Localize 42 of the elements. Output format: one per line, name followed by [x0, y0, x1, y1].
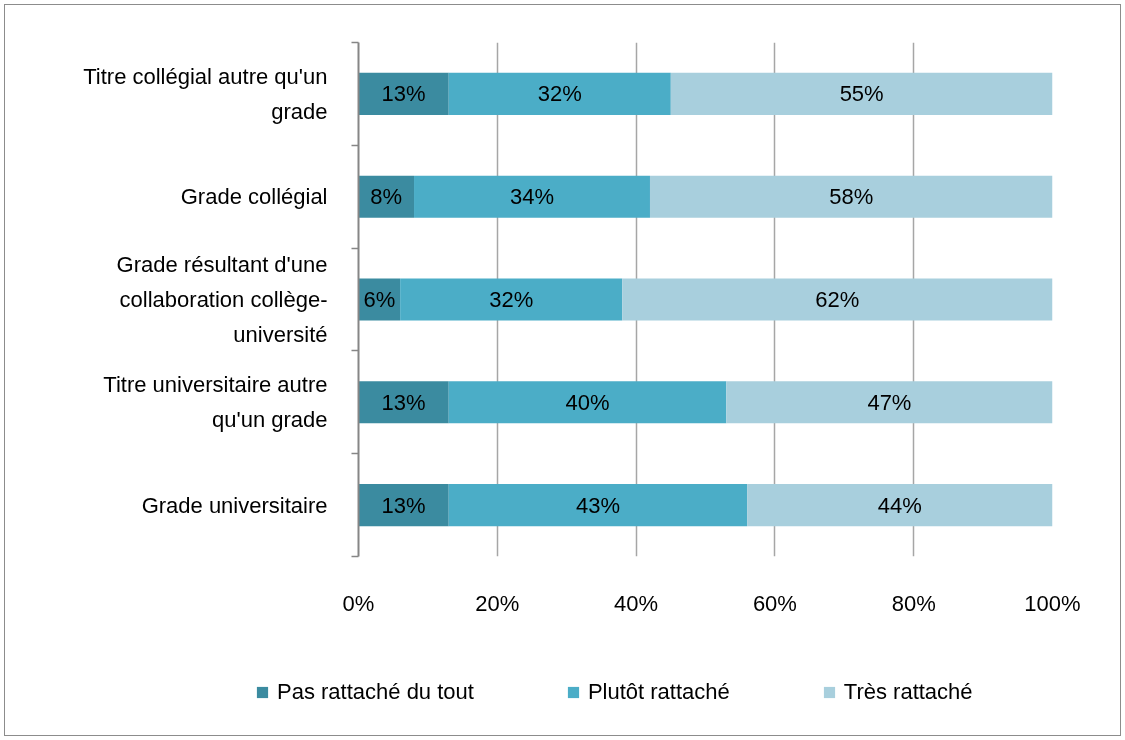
data-label: 62%: [815, 287, 860, 312]
bar: [747, 484, 1053, 527]
legend-label: Plutôt rattaché: [587, 679, 730, 705]
data-label: 40%: [565, 389, 610, 415]
data-label: 43%: [575, 492, 620, 518]
y-tick-label: Titre collégial autre qu'un grade: [83, 63, 328, 124]
bar: [670, 72, 1053, 115]
data-label: 13%: [381, 389, 426, 415]
legend-label: Pas rattaché du tout: [277, 679, 474, 705]
data-label: 8%: [370, 184, 403, 210]
data-label: 47%: [867, 389, 912, 415]
x-tick-label: 100%: [1024, 590, 1081, 616]
y-tick-label: Grade universitaire: [141, 492, 328, 518]
bar: [448, 72, 671, 115]
x-tick-label: 40%: [614, 590, 659, 616]
bar: [448, 381, 727, 424]
bar: [358, 72, 449, 115]
data-label: 13%: [381, 81, 426, 107]
bar: [726, 381, 1053, 424]
x-tick-label: 0%: [342, 590, 375, 616]
legend-label: Très rattaché: [843, 679, 973, 705]
data-label: 32%: [489, 287, 534, 312]
bar: [358, 484, 449, 527]
y-tick-label: Grade collégial: [180, 184, 328, 210]
x-tick-label: 80%: [891, 590, 936, 616]
x-tick-label: 60%: [752, 590, 797, 616]
data-label: 6%: [363, 287, 396, 312]
data-label: 32%: [537, 81, 582, 107]
bar: [414, 175, 650, 218]
bar: [448, 484, 748, 527]
bar: [400, 278, 623, 321]
bar: [622, 278, 1053, 321]
y-tick-label: Grade résultant d'une collaboration collège-université: [116, 252, 328, 347]
data-label: 55%: [839, 81, 884, 107]
bar: [649, 175, 1053, 218]
data-label: 58%: [829, 184, 874, 210]
data-label: 34%: [509, 184, 555, 210]
x-tick-label: 20%: [475, 590, 520, 616]
y-tick-label: Titre universitaire autre qu'un grade: [103, 372, 328, 433]
data-label: 13%: [381, 492, 426, 518]
data-label: 44%: [877, 492, 922, 518]
bar: [358, 381, 449, 424]
